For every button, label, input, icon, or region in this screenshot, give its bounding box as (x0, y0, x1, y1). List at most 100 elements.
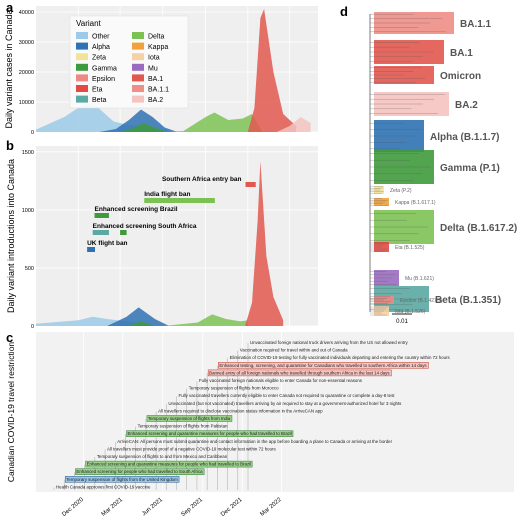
panel-a: a 0 10000 20000 30000 40000 Daily variant ca… (4, 0, 318, 136)
panel-a-ytick-label: 40000 (19, 10, 34, 16)
legend-label: BA.1.1 (148, 87, 169, 94)
event-label: Temporary suspension of flights to and f… (97, 454, 228, 459)
event-highlight (126, 430, 294, 437)
clade-label: Alpha (B.1.1.7) (430, 132, 499, 143)
clade-label: BA.2 (455, 100, 478, 111)
event-label: Enhanced testing, screening, and quarant… (219, 363, 427, 368)
legend-label: Epsilon (92, 76, 115, 83)
panel-b-letter: b (6, 138, 14, 153)
panel-a-ytick-label: 20000 (19, 70, 34, 76)
panel-a-ytick-label: 30000 (19, 40, 34, 46)
annotation-label: UK flight ban (87, 240, 127, 247)
annotation-label: Southern Africa entry ban (162, 176, 242, 183)
annotation-bar (94, 213, 109, 218)
panel-a-area-ba1 (247, 9, 297, 132)
legend: Variant Other Alpha Zeta Gamma Epsilon Eta Bet… (69, 15, 189, 109)
legend-swatch (132, 63, 144, 71)
panel-c-letter: c (6, 330, 13, 345)
panel-b-ytick-label: 0 (31, 324, 34, 330)
clade-label: BA.1.1 (460, 19, 492, 30)
event-label: Fully vaccinated travellers currently el… (179, 393, 396, 398)
legend-swatch (132, 85, 144, 92)
legend-label: Delta (148, 34, 164, 41)
legend-swatch (132, 32, 144, 39)
clade-label: Gamma (P.1) (440, 163, 500, 174)
clade-label: Omicron (440, 71, 481, 82)
panel-c-xtick-label: Dec 2020 (61, 497, 85, 517)
clade-label: Kappa (B.1.617.1) (395, 200, 436, 206)
annotation-bar (87, 247, 96, 252)
panel-a-area-other (36, 103, 305, 132)
panel-c-xtick-label: Jun 2021 (141, 497, 164, 517)
legend-label: Zeta (92, 55, 106, 62)
scale-bar-label: 0.01 (396, 319, 408, 325)
event-highlight (75, 468, 205, 475)
legend-label: Mu (148, 65, 158, 72)
event-label: Banned entry of all foreign nationals wh… (209, 370, 390, 375)
event-label: ArriveCAN: All persons must submit quara… (117, 439, 392, 444)
clade-label: BA.1 (450, 48, 473, 59)
panel-a-area-delta (162, 112, 263, 132)
panel-c: c Unvaccinated foreign national truck dr… (6, 330, 514, 517)
panel-b-area-delta (162, 314, 248, 326)
panel-a-ytick-label: 0 (31, 130, 34, 136)
event-label: Health Canada approves first COVID-19 va… (56, 484, 151, 489)
legend-swatch (76, 42, 88, 50)
legend-label: BA.1 (148, 76, 163, 83)
panel-b-area-alpha (107, 307, 170, 326)
clade-label: Beta (B.1.351) (435, 295, 501, 306)
event-label: Enhanced screening for people who had tr… (76, 469, 203, 474)
annotation-bar (120, 230, 127, 235)
event-label: Temporary suspension of flights from Pak… (138, 424, 228, 429)
panel-c-xtick-label: Dec 2021 (220, 497, 244, 517)
panel-b: b Southern Africa entry ban India flight … (6, 138, 318, 330)
panel-a-letter: a (6, 0, 14, 15)
annotation-label: India flight ban (144, 191, 190, 198)
annotation-label: Enhanced screening South Africa (93, 223, 197, 230)
annotation-bar (92, 230, 109, 235)
panel-a-area-alpha (99, 109, 177, 132)
event-label: Fully vaccinated foreign nationals eligi… (199, 378, 363, 383)
legend-swatch (132, 95, 144, 103)
legend-label: Iota (148, 55, 160, 62)
panel-c-xtick-label: Sep 2021 (180, 497, 204, 517)
panel-b-ytick-label: 1500 (22, 150, 34, 156)
legend-swatch (76, 85, 88, 92)
panel-b-ylabel: Daily variant introductions into Canada (6, 159, 16, 313)
panel-c-xtick-label: Mar 2021 (101, 497, 125, 517)
panel-c-xtick-label: Mar 2022 (259, 497, 283, 517)
event-label: Unvaccinated (but not vaccinated) travel… (168, 401, 402, 406)
event-label: All travellers required to disclose vacc… (158, 408, 323, 413)
event-highlight (85, 460, 253, 468)
event-highlight (64, 476, 180, 483)
legend-label: Alpha (92, 44, 110, 51)
clade-label: Delta (B.1.617.2) (440, 223, 517, 234)
legend-swatch (76, 63, 88, 71)
event-highlight (146, 415, 233, 422)
annotation-bar (144, 198, 215, 203)
clade-label: Eta (B.1.525) (395, 245, 425, 251)
event-label: All travellers must provide proof of a n… (107, 446, 276, 451)
panel-b-area-gamma (126, 321, 155, 326)
panel-a-area-gamma (120, 123, 168, 132)
annotation-label: Enhanced screening Brazil (95, 206, 178, 213)
clade-label: Epsilon (B.1.427/9) (400, 298, 443, 304)
panel-d: d BA.1.1 BA.1 Omicron BA.2 Alpha (B.1.1.7) Ga… (340, 4, 517, 325)
event-label: Vaccination required for travel within a… (240, 348, 348, 353)
legend-label: Beta (92, 97, 107, 104)
event-label: Temporary suspension of flights from Mor… (189, 386, 279, 391)
annotation-bar (245, 182, 256, 187)
legend-title: Variant (76, 19, 102, 28)
clade-label: Mu (B.1.621) (405, 276, 434, 282)
panel-c-ylabel: Canadian COVID-19 travel restriction (6, 342, 16, 483)
panel-a-ylabel: Daily variant cases in Canada (4, 9, 14, 128)
event-highlight (207, 369, 392, 377)
legend-swatch (76, 53, 88, 61)
panel-a-area-ba2 (276, 117, 311, 132)
event-label: Temporary suspension of flights from Ind… (148, 416, 231, 421)
legend-swatch (76, 74, 88, 82)
clade-label: Zeta (P.2) (390, 188, 412, 194)
clade-label: Iota (B.1.526) (395, 309, 426, 315)
legend-swatch (132, 42, 144, 50)
